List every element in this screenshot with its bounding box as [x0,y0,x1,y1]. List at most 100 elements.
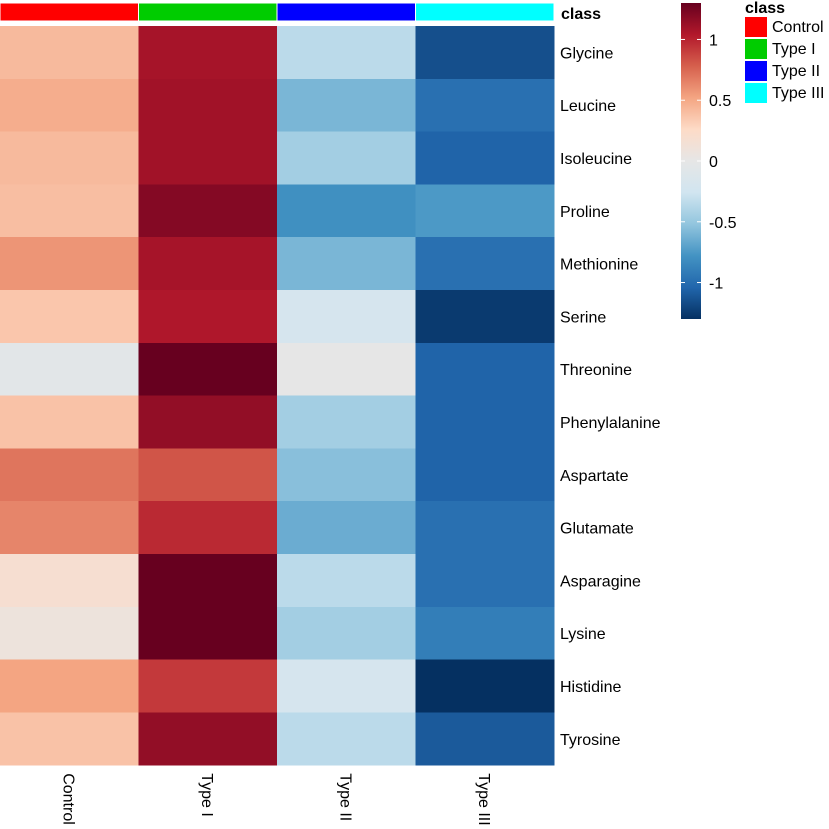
heatmap-cell [277,342,416,397]
heatmap-cell [138,448,278,502]
heatmap-cell [277,606,416,661]
heatmap-cell [415,26,555,80]
row-label: Proline [560,204,610,221]
column-label: Type III [475,773,492,825]
heatmap-cell [415,237,555,291]
heatmap-cell [415,448,555,502]
annotation-cell-type-iii [415,2,555,22]
annotation-cell-type-i [138,2,278,22]
column-label: Control [59,773,76,825]
heatmap-cells [0,26,555,766]
heatmap-cell [138,501,278,555]
heatmap-cell [138,290,278,344]
row-label: Methionine [560,257,638,274]
heatmap-cell [0,448,139,502]
annotation-cell-control [0,2,139,22]
heatmap-cell [415,501,555,555]
heatmap-cell [277,448,416,502]
heatmap-cell [415,554,555,608]
heatmap-cell [277,184,416,238]
legend-label: Control [772,19,824,36]
row-label: Tyrosine [560,732,621,749]
legend-label: Type I [772,41,816,58]
colorbar-tick-label: 0.5 [709,93,731,110]
heatmap-cell [138,184,278,238]
legend-swatch [745,39,767,59]
heatmap-cell [415,78,555,133]
heatmap-cell [0,659,139,713]
column-label: Type I [198,773,215,817]
annotation-title: class [561,6,601,23]
row-label: Aspartate [560,468,629,485]
heatmap-cell [0,606,139,661]
colorbar-tick-label: 0 [709,154,718,171]
colorbar-tick-label: -0.5 [709,215,737,232]
class-legend: class Control Type I Type II Type III [745,0,824,103]
heatmap-cell [0,131,139,185]
annotation-cell-type-ii [276,2,416,22]
heatmap-cell [138,26,278,80]
heatmap-cell [415,659,555,713]
colorbar-tick-label: 1 [709,32,718,49]
heatmap-cell [0,712,139,766]
row-label: Asparagine [560,573,641,590]
heatmap-cell [277,501,416,555]
row-label: Glycine [560,45,613,62]
heatmap-cell [138,606,278,661]
heatmap-cell [415,342,555,397]
colorbar-gradient [681,3,701,319]
row-label: Serine [560,309,606,326]
heatmap-cell [0,554,139,608]
row-label: Lysine [560,626,606,643]
legend-label: Type III [772,85,824,102]
heatmap-cell [277,554,416,608]
heatmap-cell [0,184,139,238]
row-label: Leucine [560,98,616,115]
row-label: Glutamate [560,521,634,538]
heatmap-cell [277,712,416,766]
heatmap-cell [0,237,139,291]
heatmap-cell [415,131,555,185]
heatmap-cell [0,78,139,133]
heatmap-cell [277,395,416,449]
heatmap-cell [0,395,139,449]
column-labels: Control Type I Type II Type III [59,773,492,825]
heatmap-cell [138,237,278,291]
colorbar-tick-label: -1 [709,276,723,293]
heatmap-cell [138,131,278,185]
heatmap-cell [0,501,139,555]
heatmap-cell [277,659,416,713]
row-label: Histidine [560,679,621,696]
legend-swatch [745,17,767,37]
row-label: Isoleucine [560,151,632,168]
heatmap-cell [415,395,555,449]
colorbar: 1 0.5 0 -0.5 -1 [681,3,737,319]
row-label: Phenylalanine [560,415,661,432]
heatmap-cell [277,131,416,185]
heatmap-cell [277,237,416,291]
heatmap-cell [138,395,278,449]
heatmap-cell [277,26,416,80]
heatmap-cell [415,712,555,766]
heatmap-cell [138,554,278,608]
heatmap-cell [138,78,278,133]
heatmap-cell [415,606,555,661]
heatmap-cell [138,342,278,397]
legend-label: Type II [772,63,820,80]
legend-swatch [745,61,767,81]
heatmap-cell [415,184,555,238]
class-annotation-bar [0,2,555,22]
legend-title: class [745,0,785,17]
heatmap-cell [277,290,416,344]
heatmap-cell [0,26,139,80]
heatmap-cell [415,290,555,344]
column-label: Type II [336,773,353,821]
row-labels: Glycine Leucine Isoleucine Proline Methionin… [560,45,661,748]
heatmap-cell [138,712,278,766]
heatmap-cell [0,290,139,344]
legend-swatch [745,83,767,103]
heatmap-cell [277,78,416,133]
row-label: Threonine [560,362,632,379]
heatmap-cell [0,342,139,397]
